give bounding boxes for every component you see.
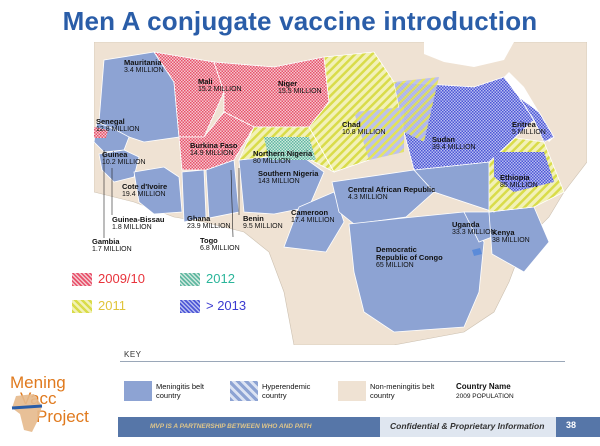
page-number: 38 [566,420,577,430]
key-hyperendemic-swatch [230,381,258,401]
chad-south [354,107,404,160]
key-non-belt-swatch [338,381,366,401]
label-benin: Benin 9.5 MILLION [243,214,283,231]
burkina-faso [178,111,255,171]
label-drc: Democratic Republic of Congo 65 MILLION [376,245,443,270]
label-ethiopia: Ethiopia 85 MILLION [500,173,538,190]
label-togo: Togo 6.8 MILLION [200,236,240,253]
confidential-text: Confidential & Proprietary Information [390,421,545,431]
meningvacc-logo: Mening Vacc Project [8,372,120,444]
cameroon [283,191,345,253]
legend-2012-swatch [180,273,200,286]
senegal-west [94,127,108,138]
key-belt-label: Meningitis belt country [156,382,204,400]
sudan-west-mix [394,77,439,142]
partnership-text: MVP IS A PARTNERSHIP BETWEEN WHO AND PAT… [150,423,312,430]
label-kenya: Kenya 38 MILLION [492,228,530,245]
legend-2009-swatch [72,273,92,286]
ethiopia-core [494,152,554,192]
label-cote-divoire: Cote d'Ivoire 19.4 MILLION [122,182,168,199]
africa-logo-icon [11,394,43,432]
label-southern-nigeria: Southern Nigeria 143 MILLION [258,169,319,186]
label-car: Central African Republic 4.3 MILLION [348,185,436,202]
key-sample-pop: 2009 POPULATION [456,393,514,400]
africa-map [94,42,587,345]
label-ghana: Ghana 23.9 MILLION [187,214,231,231]
label-uganda: Uganda 33.3 MILLION [452,220,496,237]
label-mauritania: Mauritania 3.4 MILLION [124,58,164,75]
guinea [98,149,140,183]
footer-bar [0,417,600,437]
drc [348,211,485,333]
label-guinea-bissau: Guinea-Bissau 1.8 MILLION [112,215,165,232]
eritrea [518,96,555,143]
label-guinea: Guinea 10.2 MILLION [102,150,146,167]
label-sudan: Sudan 39.4 MILLION [432,135,476,152]
logo-line1: Mening [10,373,66,392]
label-mali: Mali 15.2 MILLION [198,77,242,94]
logo-line3: Project [36,407,89,426]
label-cameroon: Cameroon 17.4 MILLION [291,208,335,225]
key-non-belt-label: Non-meningitis belt country [370,382,435,400]
label-northern-nigeria: Northern Nigeria 80 MILLION [253,149,313,166]
legend-2009-label: 2009/10 [98,271,145,286]
key-divider [120,361,565,362]
northern-nigeria-mid [264,137,316,160]
legend-2011-swatch [72,300,92,313]
key-title: KEY [124,350,142,359]
lake-victoria [472,248,482,256]
key-belt-swatch [124,381,152,401]
label-senegal: Senegal 12.8 MILLION [96,117,140,134]
label-gambia: Gambia 1.7 MILLION [92,237,132,254]
key-sample-name: Country Name [456,382,511,391]
label-eritrea: Eritrea 5 MILLION [512,120,546,137]
label-niger: Niger 15.5 MILLION [278,79,322,96]
label-chad: Chad 10.8 MILLION [342,120,386,137]
ghana [181,169,207,223]
legend-2013-label: > 2013 [206,298,247,313]
label-burkina-faso: Burkina Faso 14.9 MILLION [190,141,238,158]
key-hyperendemic-label: Hyperendemic country [262,382,311,400]
legend-2013-swatch [180,300,200,313]
slide-title: Men A conjugate vaccine introduction [62,6,538,36]
cote-divoire [133,166,183,215]
legend-2011-label: 2011 [98,298,126,313]
legend-2012-label: 2012 [206,271,235,286]
